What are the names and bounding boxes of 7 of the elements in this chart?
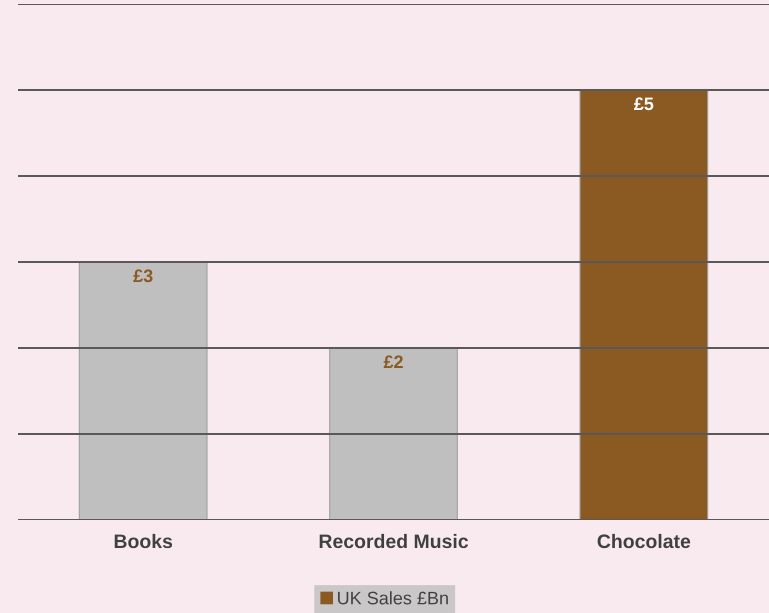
- x-tick-label: Recorded Music: [320, 534, 468, 548]
- data-label: £5: [634, 97, 654, 110]
- data-label: £2: [384, 355, 403, 368]
- data-label: £3: [133, 269, 153, 282]
- x-tick-label: Books: [114, 534, 172, 548]
- legend-label: UK Sales £Bn: [338, 591, 448, 604]
- x-tick-label: Chocolate: [598, 534, 690, 548]
